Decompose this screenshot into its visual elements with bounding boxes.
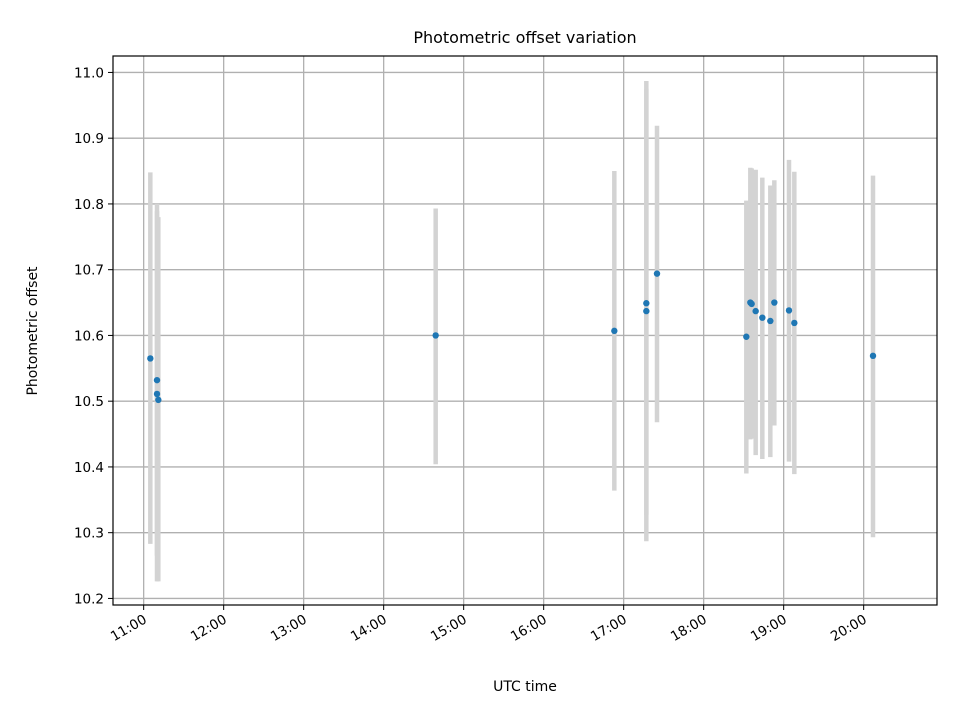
grid (113, 56, 937, 605)
y-axis-label: Photometric offset (25, 266, 41, 396)
data-point (771, 299, 778, 306)
y-tick-label: 10.4 (74, 460, 104, 476)
data-point (653, 270, 661, 277)
x-axis-label: UTC time (493, 679, 557, 695)
y-tick-label: 10.8 (74, 197, 104, 213)
data-point (643, 300, 650, 307)
data-point (155, 396, 162, 404)
data-point (759, 314, 766, 321)
y-tick-label: 11.0 (74, 65, 104, 81)
y-tick-label: 10.9 (74, 131, 104, 147)
data-points (147, 270, 877, 404)
chart-title: Photometric offset variation (413, 28, 636, 47)
y-axis-ticks: 10.2 10.3 10.4 10.5 10.6 10.7 10.8 10.9 11.0 (74, 65, 113, 607)
data-point (432, 332, 439, 339)
data-point (153, 390, 161, 398)
y-tick-label: 10.6 (74, 328, 104, 344)
data-point (748, 300, 755, 308)
data-point (869, 352, 877, 360)
plot-frame (112, 55, 938, 606)
y-tick-label: 10.7 (74, 263, 104, 279)
y-tick-label: 10.5 (74, 394, 104, 410)
y-tick-label: 10.3 (74, 526, 104, 542)
data-point (752, 307, 759, 315)
data-point (153, 376, 161, 384)
data-point (611, 327, 618, 335)
data-point (743, 333, 750, 340)
data-point (767, 317, 774, 325)
data-point (643, 307, 650, 315)
data-point (785, 307, 793, 314)
data-point (147, 355, 154, 362)
data-point (791, 319, 798, 327)
y-tick-label: 10.2 (74, 591, 104, 607)
